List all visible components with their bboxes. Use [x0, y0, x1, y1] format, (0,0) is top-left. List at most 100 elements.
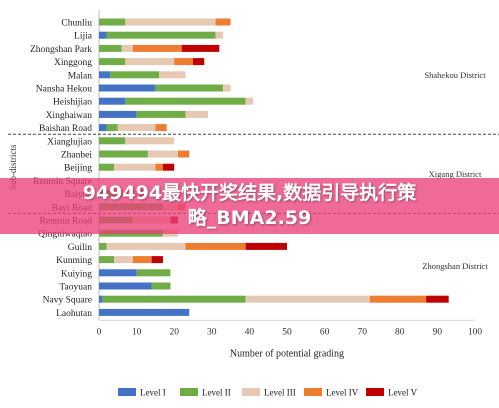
bar-segment-level-iv [132, 44, 182, 52]
category-label: Zhanbei [61, 151, 92, 161]
bar-segment-level-ii [99, 18, 126, 26]
bar-segment-level-ii [102, 295, 246, 303]
bar-segment-level-ii [151, 282, 171, 290]
bar-segment-level-iii [121, 44, 133, 52]
bar-segment-level-ii [99, 163, 115, 171]
category-label: Zhongshan Park [30, 45, 92, 55]
bar-segment-level-iii [245, 97, 254, 105]
bar-segment-level-iii [125, 137, 175, 145]
legend-swatch [118, 388, 136, 396]
legend-swatch [242, 388, 260, 396]
category-label: Malan [68, 71, 93, 81]
bar-segment-level-i [99, 110, 137, 118]
bar-segment-level-iii [125, 58, 175, 66]
bar-segment-level-i [99, 295, 103, 303]
bar-segment-level-ii [125, 97, 246, 105]
legend-label: Level III [264, 388, 296, 398]
bar-segment-level-ii [110, 71, 160, 79]
bar-segment-level-ii [99, 58, 126, 66]
bar-segment-level-iii [223, 84, 231, 92]
bar-segment-level-i [99, 282, 152, 290]
bar-segment-level-ii [136, 269, 171, 277]
category-label: Xinggong [54, 58, 92, 68]
overlay-banner: 949494最快开奖结果,数据引导执行策 略_BMA2.59 [0, 178, 499, 234]
bar-segment-level-v [245, 242, 287, 250]
bar-segment-level-iv [155, 124, 167, 132]
x-tick-label: 40 [245, 327, 255, 337]
x-tick-label: 0 [97, 327, 102, 337]
bar-segment-level-iv [155, 163, 163, 171]
bar-segment-level-v [162, 163, 175, 171]
category-label: Kunming [56, 256, 92, 266]
bar-segment-level-iv [185, 242, 246, 250]
category-label: Laohutan [56, 309, 92, 319]
banner-line-2: 略_BMA2.59 [187, 207, 312, 229]
bar-segment-level-iii [147, 150, 178, 158]
category-label: Guilin [68, 243, 93, 253]
legend-label: Level IV [326, 388, 359, 398]
district-label: Xigang District [429, 169, 482, 179]
x-tick-label: 50 [282, 327, 292, 337]
bar-segment-level-v [151, 256, 163, 264]
legend-swatch [180, 388, 198, 396]
category-label: Chunliu [61, 19, 92, 29]
bar-segment-level-v [193, 58, 205, 66]
bar-segment-level-iii [117, 124, 156, 132]
bar-segment-level-iii [185, 110, 209, 118]
y-axis-title: Sub-districts [8, 144, 18, 190]
category-label: Xinghaiwan [46, 111, 93, 121]
category-label: Heishijiao [53, 98, 92, 108]
category-label: Navy Square [43, 296, 92, 306]
bar-segment-level-iii [114, 163, 156, 171]
category-label: Qingniwaqiao [38, 230, 92, 240]
bar-segment-level-iii [215, 31, 224, 39]
legend-swatch [304, 388, 322, 396]
bar-segment-level-iv [177, 150, 190, 158]
x-tick-label: 10 [132, 327, 142, 337]
legend-label: Level I [140, 388, 166, 398]
x-tick-label: 100 [468, 327, 483, 337]
x-tick-label: 20 [169, 327, 179, 337]
x-tick-label: 70 [357, 327, 367, 337]
bar-segment-level-i [99, 269, 137, 277]
bar-segment-level-iii [114, 256, 133, 264]
x-axis-title: Number of potential grading [230, 348, 344, 359]
bar-segment-level-v [426, 295, 449, 303]
bar-segment-level-iv [132, 256, 152, 264]
banner-text: 949494最快开奖结果,数据引导执行策 略_BMA2.59 [15, 181, 485, 231]
x-tick-label: 30 [207, 327, 217, 337]
bar-segment-level-ii [155, 84, 224, 92]
bar-segment-level-ii [99, 256, 115, 264]
bar-segment-level-iv [215, 18, 231, 26]
category-label: Xianglujiao [47, 137, 92, 147]
bar-segment-level-i [99, 31, 107, 39]
bar-segment-level-ii [99, 137, 126, 145]
category-label: Nansha Hekou [36, 85, 92, 95]
bar-segment-level-i [99, 308, 190, 316]
bar-segment-level-ii [136, 110, 186, 118]
x-tick-label: 90 [433, 327, 443, 337]
bar-segment-level-iii [125, 18, 216, 26]
bar-segment-level-i [99, 84, 156, 92]
bar-segment-level-iv [174, 58, 193, 66]
bar-segment-level-i [99, 124, 107, 132]
x-tick-label: 60 [320, 327, 330, 337]
category-label: Kuiying [61, 269, 92, 279]
legend-label: Level II [202, 388, 231, 398]
bar-segment-level-i [99, 71, 111, 79]
legend-swatch [366, 388, 384, 396]
bar-segment-level-ii [99, 242, 107, 250]
bar-segment-level-ii [106, 124, 118, 132]
bar-segment-level-iii [159, 71, 186, 79]
category-label: Taoyuan [59, 283, 92, 293]
bar-segment-level-ii [106, 31, 216, 39]
category-label: Beijing [64, 164, 92, 174]
bar-segment-level-v [181, 44, 220, 52]
category-label: Lijia [74, 32, 93, 42]
district-label: Shahekou District [424, 70, 486, 80]
x-tick-label: 80 [395, 327, 405, 337]
bar-segment-level-ii [99, 44, 122, 52]
bar-segment-level-iii [106, 242, 186, 250]
bar-segment-level-iv [369, 295, 427, 303]
bar-segment-level-i [99, 97, 126, 105]
